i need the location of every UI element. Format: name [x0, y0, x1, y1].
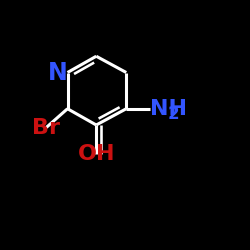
Text: Br: Br: [32, 118, 60, 138]
Text: NH: NH: [150, 99, 187, 119]
Text: OH: OH: [78, 144, 115, 164]
Text: 2: 2: [168, 105, 179, 123]
Text: N: N: [48, 60, 68, 84]
